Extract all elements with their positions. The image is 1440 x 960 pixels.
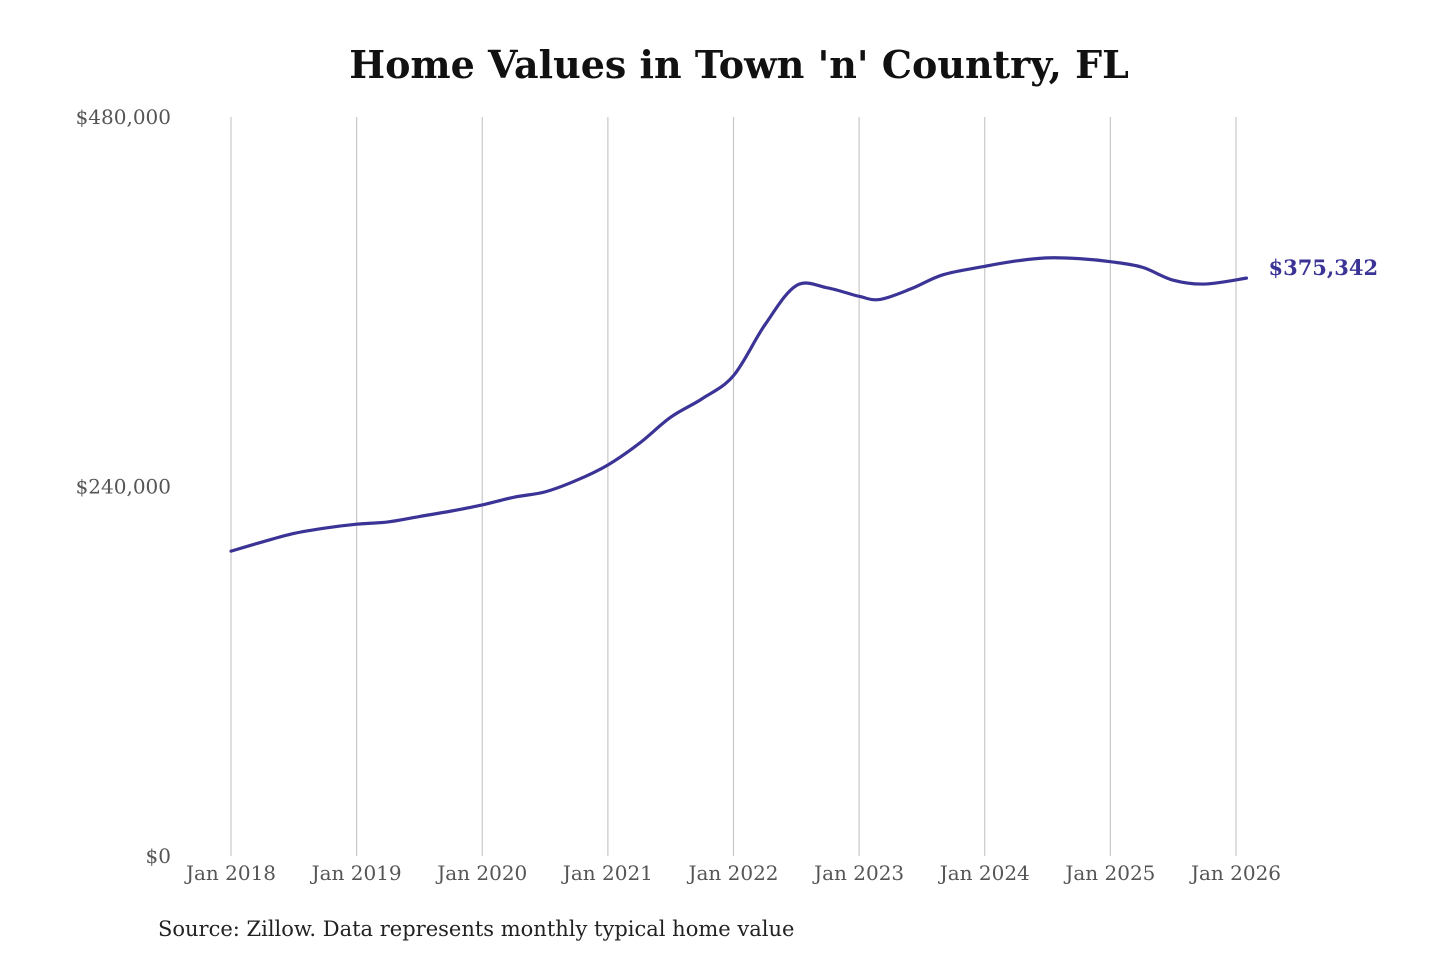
y-tick-label: $240,000 bbox=[76, 475, 171, 499]
chart-title: Home Values in Town 'n' Country, FL bbox=[349, 42, 1129, 87]
end-value-label: $375,342 bbox=[1268, 255, 1378, 280]
x-tick-label: Jan 2020 bbox=[435, 861, 527, 885]
x-tick-label: Jan 2023 bbox=[812, 861, 904, 885]
x-tick-label: Jan 2024 bbox=[938, 861, 1030, 885]
x-tick-label: Jan 2022 bbox=[686, 861, 778, 885]
x-tick-label: Jan 2018 bbox=[184, 861, 276, 885]
y-tick-label: $0 bbox=[146, 844, 171, 868]
x-tick-label: Jan 2025 bbox=[1063, 861, 1155, 885]
x-tick-label: Jan 2019 bbox=[310, 861, 402, 885]
x-tick-label: Jan 2021 bbox=[561, 861, 653, 885]
x-tick-label: Jan 2026 bbox=[1189, 861, 1281, 885]
source-note: Source: Zillow. Data represents monthly … bbox=[158, 917, 795, 941]
y-tick-label: $480,000 bbox=[76, 105, 171, 129]
series-line bbox=[229, 256, 1249, 553]
